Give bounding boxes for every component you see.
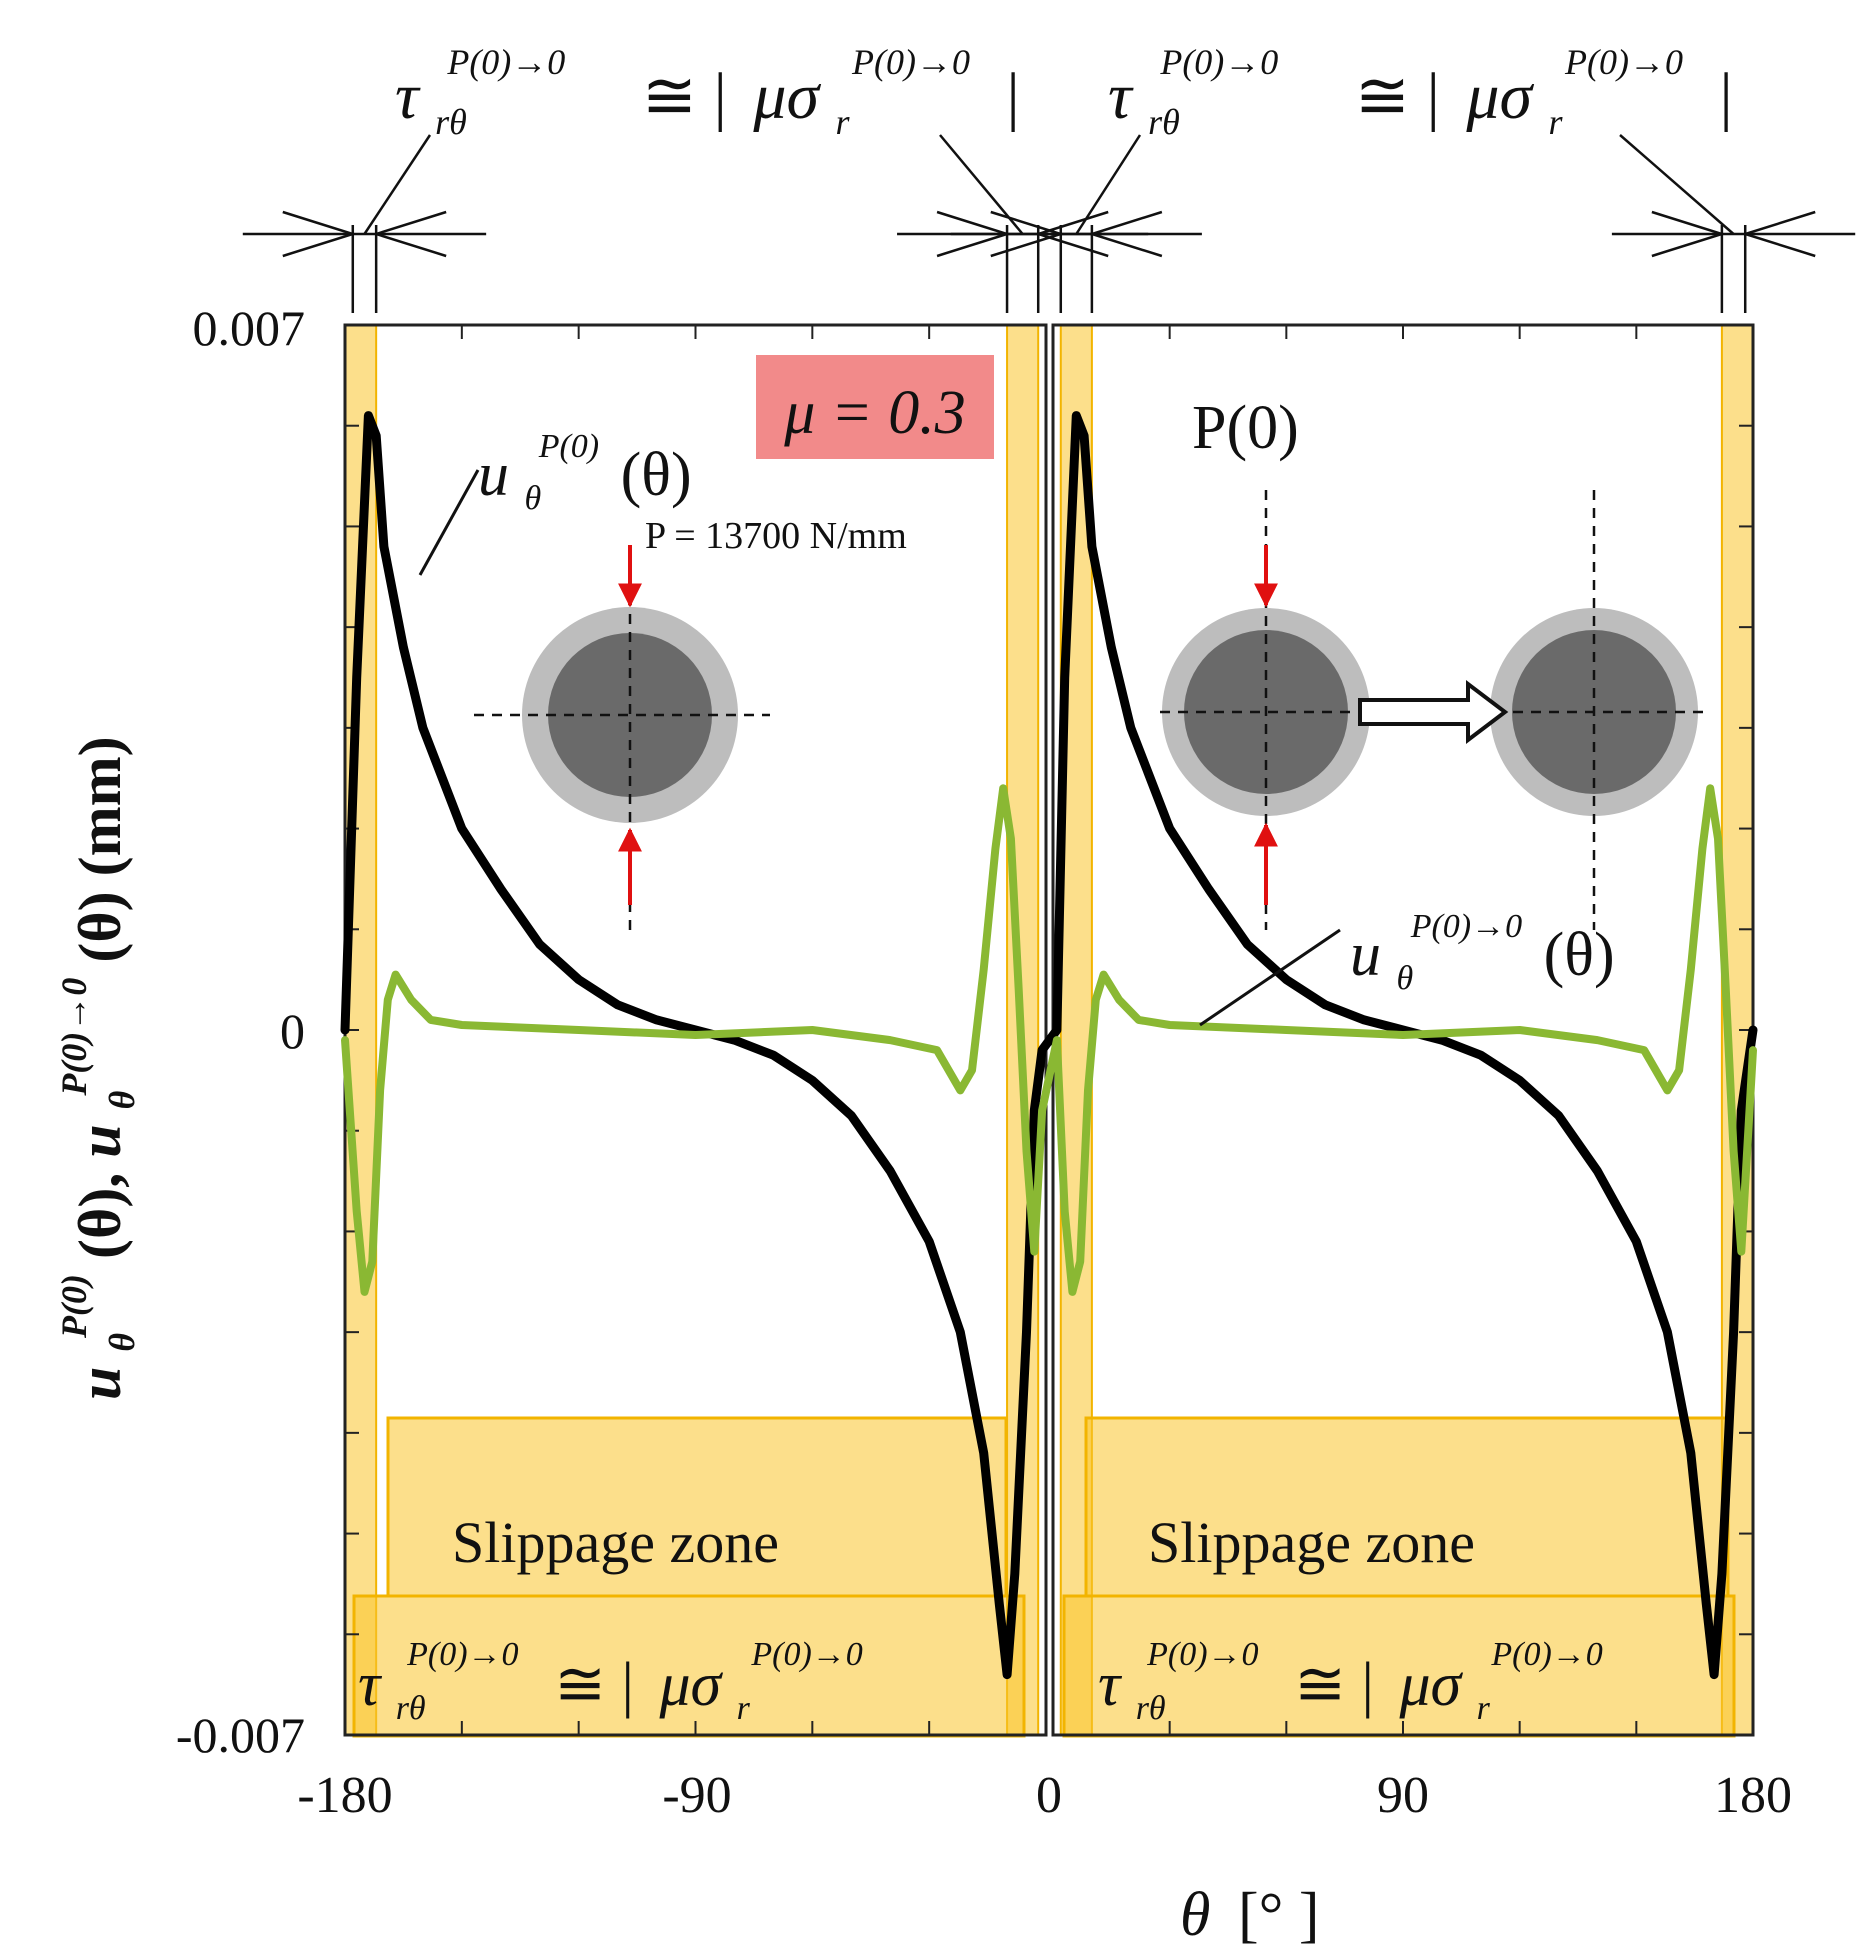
eq-tr-close: | bbox=[1719, 60, 1732, 133]
equation-top-left: τ rθ P(0)→0 ≅ | μσ r P(0)→0 | bbox=[395, 16, 1020, 149]
x-tick-label-3: 90 bbox=[1377, 1767, 1429, 1824]
dimension-marks bbox=[242, 134, 1856, 313]
eq-bl-sigma-sup: P(0)→0 bbox=[750, 1636, 862, 1673]
eq-bl-tau: τ bbox=[358, 1651, 383, 1719]
eq-tl-sigma-sub: r bbox=[836, 102, 851, 142]
equation-bottom-right: τ rθ P(0)→0 ≅ | μσ r P(0)→0 bbox=[1098, 1611, 1603, 1733]
y-label-unit: (mm) bbox=[67, 736, 133, 876]
leader-top-left-1 bbox=[363, 134, 432, 235]
mu-label: μ = 0.3 bbox=[783, 379, 965, 447]
state-label: P(0) bbox=[1192, 394, 1299, 462]
eq-tr-sup: P(0)→0 bbox=[1159, 42, 1278, 82]
y-label-arg2: (θ) bbox=[67, 891, 133, 962]
black-curve-label-sup: P(0) bbox=[538, 428, 599, 465]
x-tick-label-1: -90 bbox=[662, 1767, 731, 1824]
eq-bl-musigma: μσ bbox=[658, 1651, 723, 1719]
unload-arrow bbox=[1358, 679, 1509, 745]
eq-bl-sigma-sub: r bbox=[737, 1690, 751, 1727]
y-label-sup1: P(0) bbox=[54, 1274, 94, 1339]
y-tick-label-2: -0.007 bbox=[176, 1707, 305, 1763]
eq-tl-rel: ≅ | bbox=[642, 60, 727, 133]
dim-left-start-arrow-a bbox=[282, 210, 357, 258]
green-curve-leader bbox=[1199, 928, 1341, 1027]
load-label: P = 13700 N/mm bbox=[645, 515, 907, 557]
y-label-sup2: P(0)→0 bbox=[54, 978, 94, 1097]
dim-right-end-arrow-a bbox=[1651, 210, 1727, 258]
svg-text:u θ P(0) (θ): u θ P(0) (θ), u θ P(0)→0 (θ) (mm) bbox=[33, 736, 147, 1400]
black-curve-label-base: u bbox=[478, 441, 509, 509]
eq-br-rel: ≅ | bbox=[1294, 1651, 1374, 1719]
x-axis-symbol: θ bbox=[1180, 1881, 1210, 1949]
eq-tl-sigma-sup: P(0)→0 bbox=[851, 42, 970, 82]
series-black-line bbox=[340, 411, 1758, 1680]
series-green-line bbox=[341, 784, 1757, 1296]
eq-tl-tau-sub: rθ bbox=[435, 102, 467, 142]
eq-tr-sigma-sub: r bbox=[1549, 102, 1564, 142]
equation-top-right: τ rθ P(0)→0 ≅ | μσ r P(0)→0 | bbox=[1108, 16, 1733, 149]
x-axis-unit: [° ] bbox=[1238, 1881, 1320, 1949]
black-curve-label: u θ P(0) (θ) bbox=[478, 403, 692, 523]
eq-tl-tau: τ bbox=[395, 60, 421, 133]
green-curve-label-arg: (θ) bbox=[1544, 921, 1615, 989]
y-tick-label-1: 0 bbox=[280, 1003, 305, 1059]
y-label-arg1: (θ), bbox=[67, 1173, 133, 1259]
green-curve-label-sup: P(0)→0 bbox=[1410, 908, 1522, 945]
x-tick-label-0: -180 bbox=[297, 1767, 392, 1824]
x-tick-label-4: 180 bbox=[1714, 1767, 1792, 1824]
leader-top-left-2 bbox=[939, 134, 1024, 235]
axis-ticks bbox=[344, 324, 1754, 1736]
green-curve-label-base: u bbox=[1350, 921, 1381, 989]
dim-right-start-arrow-a bbox=[990, 210, 1065, 258]
leader-top-right-1 bbox=[1075, 134, 1142, 235]
x-axis-label: θ [° ] bbox=[1180, 1881, 1320, 1949]
svg-text:τ rθ P(0)→0: τ rθ P(0)→0 ≅ | μσ r P(0)→0 bbox=[1098, 1611, 1603, 1733]
slippage-box-left: Slippage zone bbox=[352, 1416, 1026, 1738]
eq-br-musigma: μσ bbox=[1398, 1651, 1463, 1719]
eq-bl-tau-sub: rθ bbox=[396, 1690, 426, 1727]
svg-text:τ rθ P(0)→0: τ rθ P(0)→0 ≅ | μσ r P(0)→0 bbox=[358, 1611, 863, 1733]
slippage-label-left: Slippage zone bbox=[452, 1510, 779, 1575]
eq-br-sup: P(0)→0 bbox=[1146, 1636, 1258, 1673]
eq-bl-rel: ≅ | bbox=[554, 1651, 634, 1719]
y-label-u1: u bbox=[67, 1367, 133, 1400]
black-curve-leader bbox=[418, 469, 480, 576]
eq-tr-tau-sub: rθ bbox=[1148, 102, 1180, 142]
dim-right-end-arrow-b bbox=[1741, 210, 1816, 258]
eq-tr-sigma-sup: P(0)→0 bbox=[1564, 42, 1683, 82]
svg-text:τ rθ P(0)→0: τ rθ P(0)→0 ≅ | μσ r P(0)→0 | bbox=[395, 16, 1020, 149]
leader-top-right-2 bbox=[1619, 134, 1735, 235]
y-label-u2: u bbox=[67, 1124, 133, 1157]
eq-tr-tau: τ bbox=[1108, 60, 1134, 133]
eq-tl-musigma: μσ bbox=[752, 60, 821, 133]
black-curve-label-arg: (θ) bbox=[621, 441, 692, 509]
black-curve-label-sub: θ bbox=[525, 480, 542, 517]
green-curve-label: u θ P(0)→0 (θ) bbox=[1350, 883, 1615, 1003]
eq-br-sigma-sup: P(0)→0 bbox=[1490, 1636, 1602, 1673]
eq-tr-musigma: μσ bbox=[1465, 60, 1534, 133]
mu-badge bbox=[756, 355, 994, 459]
eq-br-tau: τ bbox=[1098, 1651, 1123, 1719]
equation-bottom-left: τ rθ P(0)→0 ≅ | μσ r P(0)→0 bbox=[358, 1611, 863, 1733]
eq-tl-close: | bbox=[1006, 60, 1019, 133]
y-label-sub2: θ bbox=[102, 1090, 142, 1109]
slippage-box-right: Slippage zone bbox=[1062, 1416, 1736, 1738]
inset-cylinder-right bbox=[1160, 490, 1705, 930]
eq-tr-rel: ≅ | bbox=[1355, 60, 1440, 133]
eq-br-tau-sub: rθ bbox=[1136, 1690, 1166, 1727]
eq-bl-sup: P(0)→0 bbox=[406, 1636, 518, 1673]
eq-br-sigma-sub: r bbox=[1477, 1690, 1491, 1727]
y-label-sub1: θ bbox=[102, 1333, 142, 1352]
green-curve-label-sub: θ bbox=[1397, 960, 1414, 997]
y-axis-label: u θ P(0) (θ), u θ P(0)→0 (θ) (mm) bbox=[33, 736, 147, 1400]
x-tick-label-2: 0 bbox=[1036, 1767, 1062, 1824]
svg-text:τ rθ P(0)→0: τ rθ P(0)→0 ≅ | μσ r P(0)→0 | bbox=[1108, 16, 1733, 149]
dim-left-start-arrow-b bbox=[371, 210, 447, 258]
eq-tl-sup: P(0)→0 bbox=[446, 42, 565, 82]
y-tick-label-0: 0.007 bbox=[193, 300, 306, 356]
data-series bbox=[340, 411, 1758, 1680]
slippage-label-right: Slippage zone bbox=[1148, 1510, 1475, 1575]
dim-right-start-arrow-b bbox=[1087, 210, 1163, 258]
inset-cylinder-left bbox=[474, 545, 770, 935]
